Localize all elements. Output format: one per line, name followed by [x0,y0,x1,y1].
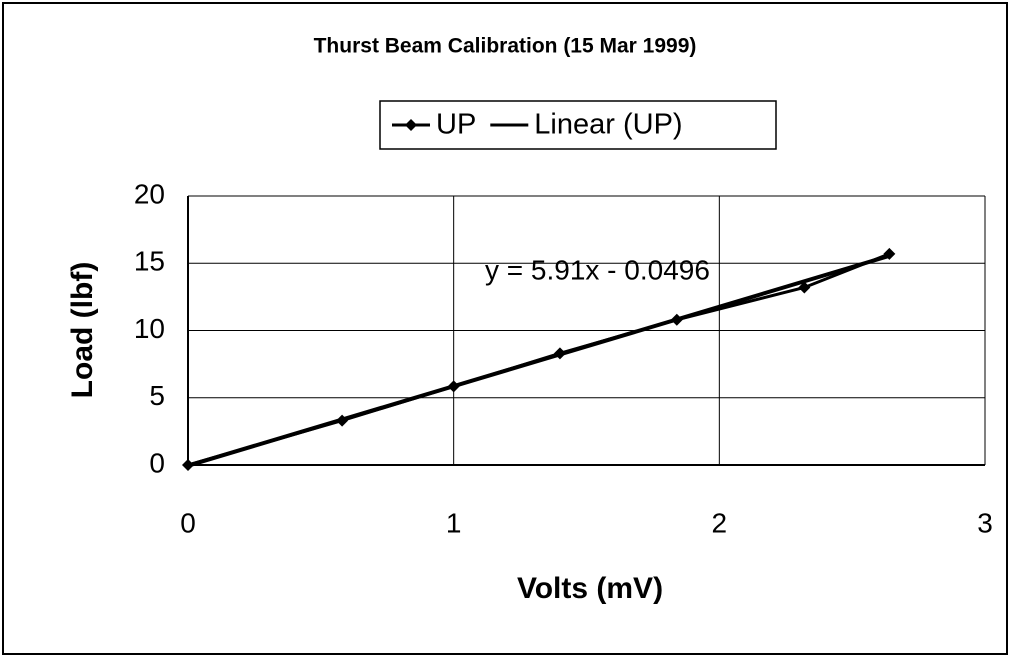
y-axis-label: Load (lbf) [66,262,99,399]
x-tick-label: 2 [712,507,728,538]
trend-line [187,253,890,468]
legend-box [379,100,777,150]
trendline-equation: y = 5.91x - 0.0496 [485,254,710,285]
x-axis-label: Volts (mV) [517,572,663,605]
x-tick-label: 3 [977,507,993,538]
legend-label: Linear (UP) [534,109,682,141]
x-tick-label: 1 [446,507,462,538]
data-point [798,281,811,294]
y-tick-label: 20 [134,178,165,209]
legend-marker [405,119,417,131]
y-tick-label: 15 [134,246,165,277]
y-tick-label: 5 [149,380,165,411]
y-tick-label: 0 [149,447,165,478]
legend-label: UP [436,109,476,141]
y-tick-label: 10 [134,313,165,344]
chart-title: Thurst Beam Calibration (15 Mar 1999) [314,35,697,58]
x-tick-label: 0 [180,507,196,538]
